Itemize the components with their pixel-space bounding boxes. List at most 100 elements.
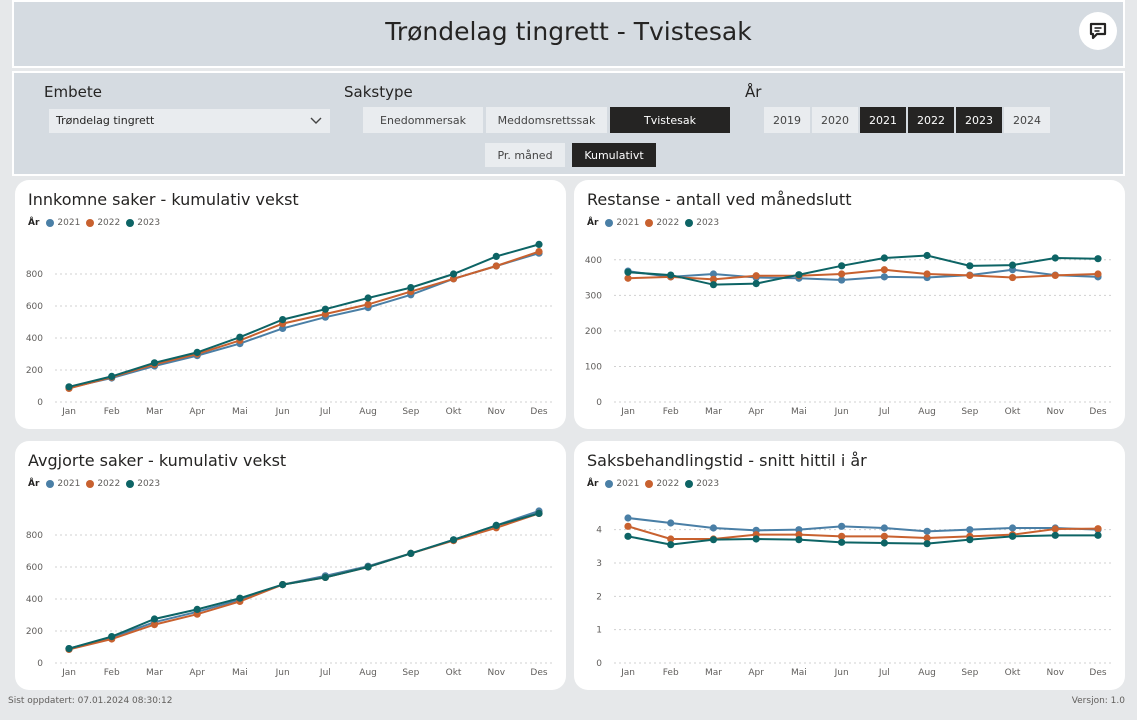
data-point-2022 <box>364 300 372 308</box>
x-tick-label: Jun <box>275 407 290 417</box>
year-option-2020[interactable]: 2020 <box>812 107 858 133</box>
data-point-2023 <box>752 535 760 543</box>
data-point-2023 <box>1051 254 1059 262</box>
last-updated-text: Sist oppdatert: 07.01.2024 08:30:12 <box>8 696 173 706</box>
data-point-2023 <box>364 294 372 302</box>
data-point-2023 <box>492 252 500 260</box>
chart-title: Restanse - antall ved månedslutt <box>587 190 852 209</box>
x-tick-label: Jul <box>319 407 331 417</box>
year-option-2021[interactable]: 2021 <box>860 107 906 133</box>
mode-kumulativt-button[interactable]: Kumulativt <box>572 143 656 167</box>
x-tick-label: Jan <box>620 407 635 417</box>
data-point-2023 <box>449 536 458 544</box>
chart-legend: År 2021 2022 2023 <box>587 218 721 228</box>
data-point-2023 <box>838 538 846 546</box>
legend-item-2021[interactable]: 2021 <box>46 218 80 228</box>
sakstype-label: Sakstype <box>344 83 413 101</box>
legend-item-2022[interactable]: 2022 <box>645 218 679 228</box>
legend-item-2022[interactable]: 2022 <box>645 479 679 489</box>
data-point-2023 <box>1008 261 1017 269</box>
y-tick-label: 1 <box>596 626 602 636</box>
data-point-2021 <box>923 527 931 535</box>
card-saksbehandlingstid: Saksbehandlingstid - snitt hittil i år Å… <box>574 441 1125 690</box>
legend-item-2022[interactable]: 2022 <box>86 218 120 228</box>
x-tick-label: Jul <box>878 668 890 678</box>
legend-label: 2022 <box>97 218 121 228</box>
legend-dot <box>645 480 654 488</box>
sakstype-option-enedommersak[interactable]: Enedommersak <box>363 107 483 133</box>
card-restanse: Restanse - antall ved månedslutt År 2021… <box>574 180 1125 429</box>
data-point-2021 <box>709 524 718 532</box>
x-tick-label: Mai <box>232 668 248 678</box>
y-tick-label: 400 <box>26 595 43 605</box>
x-tick-label: Feb <box>104 668 120 678</box>
year-option-2023[interactable]: 2023 <box>956 107 1002 133</box>
data-point-2021 <box>624 514 632 522</box>
chart-legend: År 2021 2022 2023 <box>28 218 162 228</box>
chart-title: Saksbehandlingstid - snitt hittil i år <box>587 451 867 470</box>
data-point-2023 <box>667 541 675 549</box>
x-tick-label: Sep <box>402 668 419 678</box>
embete-value: Trøndelag tingrett <box>56 114 155 127</box>
line-chart-avgjorte: 0 200 400 600 800 Jan Feb Mar Apr Mai Jun Jul Aug Sep… <box>26 507 553 678</box>
legend-item-2022[interactable]: 2022 <box>86 479 120 489</box>
data-point-2023 <box>667 271 675 279</box>
aar-label: År <box>745 83 762 101</box>
embete-dropdown[interactable]: Trøndelag tingrett <box>49 109 330 133</box>
y-tick-label: 600 <box>26 302 43 312</box>
x-tick-label: Mai <box>232 407 248 417</box>
y-tick-label: 2 <box>596 592 602 602</box>
data-point-2023 <box>624 268 632 276</box>
y-tick-label: 300 <box>585 291 602 301</box>
legend-title: År <box>28 218 40 228</box>
chat-button[interactable] <box>1079 12 1117 50</box>
data-point-2021 <box>838 522 846 530</box>
y-tick-label: 0 <box>37 659 43 669</box>
data-point-2023 <box>709 281 718 289</box>
series-line-2021 <box>627 517 1099 533</box>
data-point-2023 <box>624 532 632 540</box>
series-line-2021 <box>68 510 540 650</box>
data-point-2023 <box>449 270 458 278</box>
line-chart-restanse: 0 100 200 300 400 Jan Feb Mar Apr Mai Jun Jul Aug Sep… <box>585 251 1112 417</box>
legend-title: År <box>587 479 599 489</box>
x-tick-label: Feb <box>663 668 679 678</box>
x-tick-label: Okt <box>1005 668 1021 678</box>
x-tick-label: Mar <box>705 407 722 417</box>
legend-item-2023[interactable]: 2023 <box>126 218 160 228</box>
legend-label: 2023 <box>137 479 161 489</box>
data-point-2023 <box>150 359 159 367</box>
legend-label: 2021 <box>57 479 81 489</box>
x-tick-label: Feb <box>104 407 120 417</box>
sakstype-option-tvistesak[interactable]: Tvistesak <box>610 107 730 133</box>
data-point-2023 <box>193 605 201 613</box>
x-tick-label: Jan <box>61 407 76 417</box>
data-point-2022 <box>1008 273 1017 282</box>
series-line-2022 <box>627 525 1099 540</box>
y-tick-label: 100 <box>585 362 602 372</box>
line-chart-saksbehandlingstid: 0 1 2 3 4 Jan Feb Mar Apr Mai Jun Jul Aug Sep Okt Nov De… <box>596 514 1112 678</box>
legend-item-2023[interactable]: 2023 <box>126 479 160 489</box>
legend-item-2021[interactable]: 2021 <box>605 479 639 489</box>
sakstype-option-meddomsrettssak[interactable]: Meddomsrettssak <box>486 107 607 133</box>
legend-dot <box>86 480 95 488</box>
data-point-2023 <box>795 536 803 544</box>
data-point-2022 <box>795 531 803 539</box>
y-tick-label: 200 <box>26 366 43 376</box>
legend-item-2023[interactable]: 2023 <box>685 218 719 228</box>
data-point-2022 <box>966 271 974 280</box>
legend-item-2021[interactable]: 2021 <box>605 218 639 228</box>
mode-pr-maaned-button[interactable]: Pr. måned <box>485 143 565 167</box>
year-option-2024[interactable]: 2024 <box>1004 107 1050 133</box>
chart-title: Innkomne saker - kumulativ vekst <box>28 190 299 209</box>
legend-label: 2023 <box>696 479 720 489</box>
year-option-2019[interactable]: 2019 <box>764 107 810 133</box>
data-point-2023 <box>236 333 244 341</box>
data-point-2023 <box>1051 531 1059 539</box>
year-option-2022[interactable]: 2022 <box>908 107 954 133</box>
legend-title: År <box>587 218 599 228</box>
embete-label: Embete <box>44 83 102 101</box>
legend-item-2021[interactable]: 2021 <box>46 479 80 489</box>
legend-item-2023[interactable]: 2023 <box>685 479 719 489</box>
x-tick-label: Des <box>530 668 547 678</box>
